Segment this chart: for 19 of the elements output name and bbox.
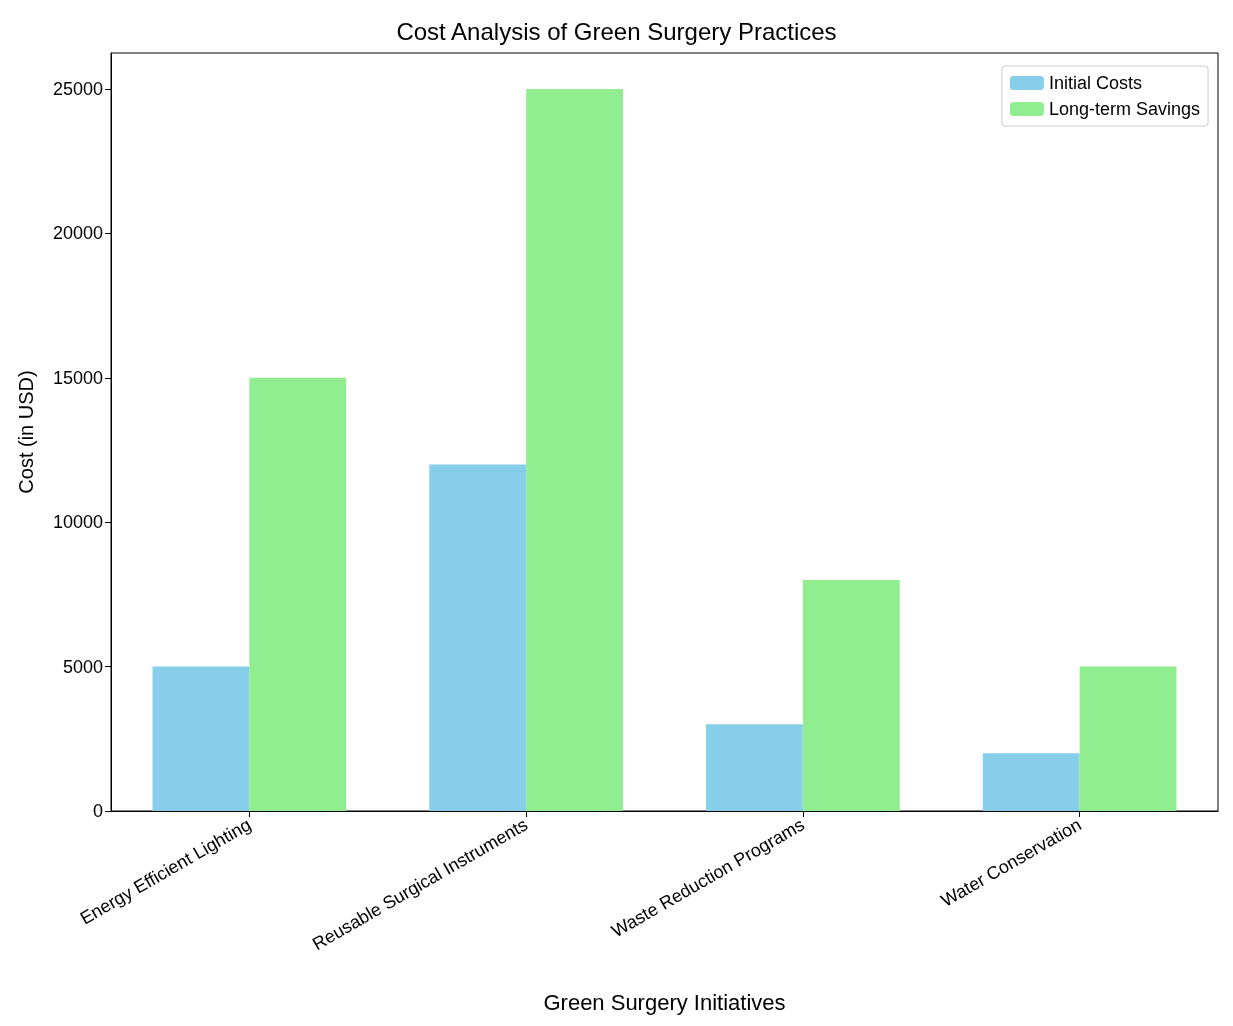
y-tick-label: 20000	[52, 223, 103, 244]
bar	[802, 579, 900, 811]
y-tick-label: 10000	[52, 512, 103, 533]
legend-label: Initial Costs	[1048, 73, 1142, 93]
y-axis-title: Cost (in USD)	[15, 370, 37, 494]
bar	[429, 464, 527, 811]
y-tick-label: 25000	[52, 79, 103, 100]
legend-label: Long-term Savings	[1048, 99, 1200, 119]
bar	[152, 666, 250, 811]
chart-title: Cost Analysis of Green Surgery Practices	[396, 17, 837, 45]
y-tick-label: 0	[92, 801, 103, 821]
bar	[249, 377, 347, 811]
bar	[706, 724, 803, 811]
bar	[1079, 666, 1177, 811]
x-axis-title: Green Surgery Initiatives	[543, 989, 786, 1015]
bar	[526, 89, 623, 811]
y-tick-label: 5000	[62, 656, 103, 677]
bar	[982, 753, 1080, 811]
y-tick-label: 15000	[52, 367, 103, 388]
